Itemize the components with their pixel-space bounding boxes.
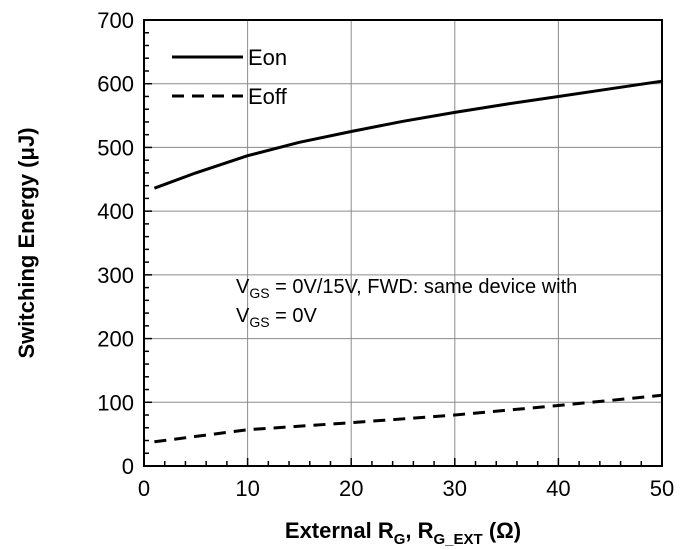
y-tick-label: 500 [97,135,134,160]
y-axis-title: Switching Energy (μJ) [14,127,39,358]
x-tick-label: 30 [443,476,467,501]
legend-label-eon: Eon [248,45,287,70]
series-lines [153,79,663,444]
minor-ticks [143,19,663,467]
legend-label-eoff: Eoff [248,84,288,109]
annotation-line-1: VGS = 0V/15V, FWD: same device with [236,276,577,301]
legend: Eon Eoff [172,45,288,109]
x-axis-title: External RG, RG_EXT (Ω) [285,518,521,548]
x-tick-label: 40 [546,476,570,501]
y-tick-label: 400 [97,199,134,224]
y-tick-label: 0 [122,454,134,479]
y-tick-label: 600 [97,72,134,97]
series-line-eoff [154,393,663,444]
y-tick-label: 100 [97,390,134,415]
x-tick-label: 50 [650,476,674,501]
plot-frame [143,19,663,467]
y-tick-label: 300 [97,263,134,288]
x-tick-label: 0 [138,476,150,501]
grid-lines [144,20,662,466]
series-line-eon [153,79,663,190]
x-tick-label: 20 [339,476,363,501]
x-tick-label: 10 [235,476,259,501]
y-tick-label: 700 [97,8,134,33]
annotation-line-2: VGS = 0V [236,305,317,330]
y-tick-label: 200 [97,327,134,352]
